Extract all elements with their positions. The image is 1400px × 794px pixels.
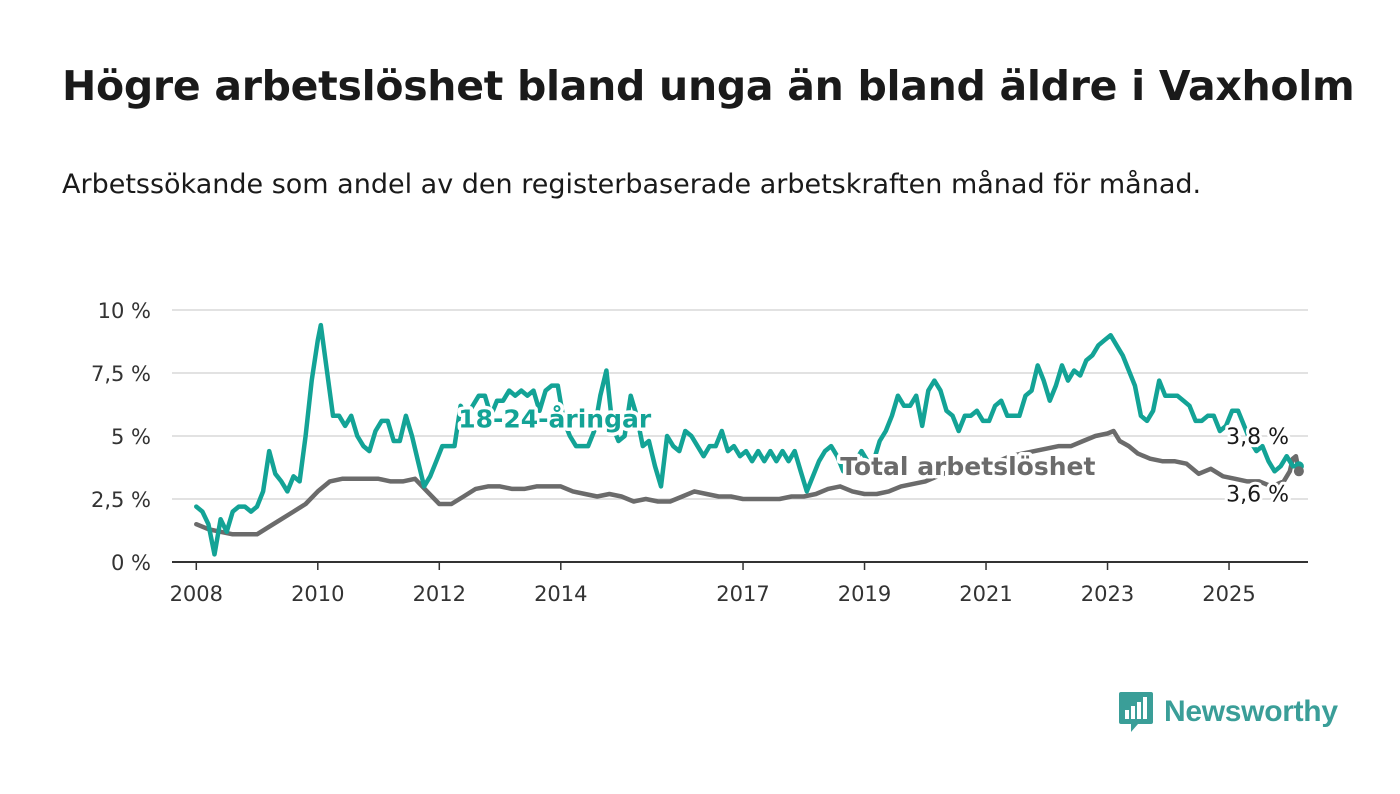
x-tick-label: 2025 <box>1202 582 1255 606</box>
series-lines <box>194 322 1302 557</box>
x-tick-label: 2014 <box>534 582 587 606</box>
newsworthy-logo[interactable]: Newsworthy <box>1118 690 1338 734</box>
series-line <box>194 428 1302 537</box>
y-tick-label: 7,5 % <box>91 362 151 386</box>
series-line <box>194 322 1302 557</box>
series-label: 18-24-åringar <box>458 404 652 433</box>
axes: 0 % 2,5 % 5 % 7,5 % 10 % 2008 2010 2012 2014 2017… <box>91 299 1308 606</box>
series-labels: 3,8 %3,8 %3,6 %3,6 %18-24-åringar18-24-å… <box>455 401 1304 510</box>
end-label-halo: 3,6 % <box>1226 482 1289 507</box>
x-tick-label: 2008 <box>170 582 223 606</box>
brand-name: Newsworthy <box>1164 695 1338 728</box>
x-tick-label: 2010 <box>291 582 344 606</box>
chart-title: Högre arbetslöshet bland unga än bland ä… <box>62 62 1355 110</box>
x-tick-label: 2023 <box>1081 582 1134 606</box>
x-tick-label: 2017 <box>716 582 769 606</box>
x-tick-label: 2019 <box>838 582 891 606</box>
series-label: Total arbetslöshet <box>840 452 1095 481</box>
y-tick-label: 10 % <box>98 299 151 323</box>
y-tick-label: 5 % <box>111 425 151 449</box>
x-tick-label: 2012 <box>413 582 466 606</box>
y-tick-label: 2,5 % <box>91 488 151 512</box>
end-value-label: 3,6 % <box>1226 482 1289 507</box>
bar-chart-speech-bubble-icon <box>1119 692 1153 732</box>
series-label-halo: Total arbetslöshet <box>840 452 1095 481</box>
end-label-halo: 3,8 % <box>1226 425 1289 450</box>
x-tick-label: 2021 <box>959 582 1012 606</box>
chart-subtitle: Arbetssökande som andel av den registerb… <box>62 169 1202 200</box>
y-tick-label: 0 % <box>111 551 151 575</box>
end-value-label: 3,8 % <box>1226 425 1289 450</box>
series-label-halo: 18-24-åringar <box>458 404 652 433</box>
series-end-point <box>1293 466 1304 477</box>
